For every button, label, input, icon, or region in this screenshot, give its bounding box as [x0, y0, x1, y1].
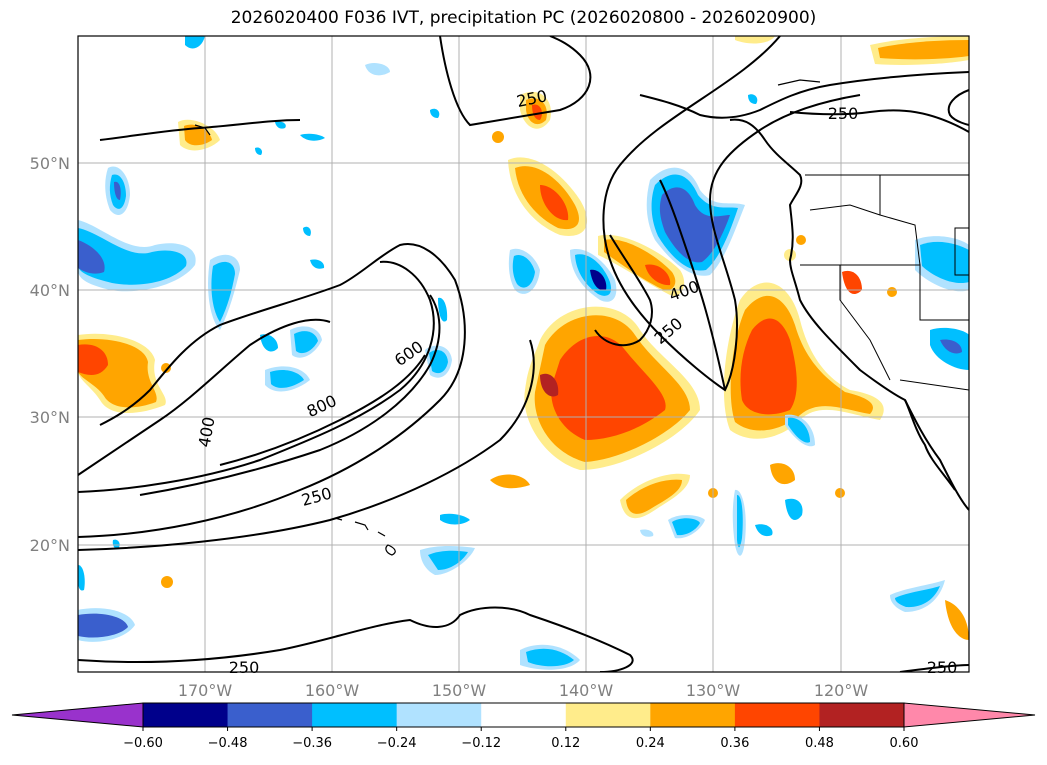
- negative-anomaly-patch: [570, 249, 617, 302]
- colorbar: [11, 702, 1036, 731]
- positive-anomaly-patch: [620, 473, 690, 519]
- positive-anomaly-patch: [520, 91, 551, 129]
- negative-anomaly-patch: [78, 220, 196, 292]
- colorbar-tick-label: −0.60: [123, 736, 163, 751]
- colorbar-bin: [396, 703, 482, 727]
- colorbar-tick-label: 0.60: [890, 736, 919, 751]
- lat-tick-label: 50°N: [30, 154, 70, 173]
- contour-label: 250: [229, 658, 260, 677]
- colorbar-frame: [142, 702, 905, 728]
- negative-anomaly-patch: [78, 608, 135, 642]
- contour-label: 400: [195, 415, 219, 448]
- colorbar-extend-min: [11, 702, 144, 728]
- colorbar-bin: [312, 703, 398, 727]
- positive-anomaly-patch: [723, 282, 884, 439]
- colorbar-bin: [143, 703, 229, 727]
- coastline: [99, 71, 969, 511]
- lon-tick-label: 130°W: [686, 681, 741, 700]
- colorbar-extend-max: [903, 702, 1036, 728]
- positive-anomaly-patch: [161, 36, 969, 640]
- colorbar-tick-label: 0.48: [805, 736, 834, 751]
- colorbar-tick-label: −0.36: [292, 736, 332, 751]
- positive-anomaly-patch: [508, 157, 588, 236]
- contour-label: 250: [651, 314, 687, 348]
- positive-anomaly-patch: [78, 333, 166, 414]
- colorbar-bin: [819, 703, 905, 727]
- contour-label: 250: [927, 658, 958, 677]
- colorbar-labels: −0.60 −0.48 −0.36 −0.24 −0.12 0.12 0.24 0.36 0.4…: [123, 736, 918, 751]
- lon-tick-label: 140°W: [559, 681, 614, 700]
- precip-field: [78, 36, 969, 670]
- colorbar-bin: [565, 703, 651, 727]
- positive-anomaly-patch: [870, 36, 969, 65]
- contour-label: 250: [828, 104, 859, 123]
- lat-tick-label: 20°N: [30, 536, 70, 555]
- colorbar-tick-label: −0.48: [208, 736, 248, 751]
- map-frame: [77, 35, 970, 673]
- graticule: [78, 36, 969, 672]
- ivt-contours: [78, 36, 969, 672]
- colorbar-bin: [734, 703, 820, 727]
- colorbar-bin: [650, 703, 736, 727]
- positive-anomaly-patch: [178, 119, 220, 151]
- lon-tick-label: 160°W: [305, 681, 360, 700]
- colorbar-tick-label: 0.36: [720, 736, 749, 751]
- lon-tick-label: 120°W: [814, 681, 869, 700]
- colorbar-tick-label: −0.24: [377, 736, 417, 751]
- lat-tick-label: 30°N: [30, 408, 70, 427]
- map-title: 2026020400 F036 IVT, precipitation PC (2…: [230, 8, 817, 28]
- colorbar-bin: [227, 703, 313, 727]
- state-borders: [800, 174, 969, 391]
- negative-anomaly-patch: [915, 236, 969, 370]
- colorbar-tick-label: −0.12: [461, 736, 501, 751]
- lat-tick-label: 40°N: [30, 281, 70, 300]
- lon-tick-label: 150°W: [432, 681, 487, 700]
- colorbar-tick-label: 0.12: [551, 736, 580, 751]
- positive-anomaly-patch: [524, 306, 700, 470]
- colorbar-tick-label: 0.24: [636, 736, 665, 751]
- negative-anomaly-patch: [105, 166, 130, 215]
- islands: [194, 79, 821, 556]
- colorbar-bin: [481, 703, 567, 727]
- negative-anomaly-patch: [78, 36, 945, 670]
- latitude-labels: 50°N 40°N 30°N 20°N: [30, 154, 70, 555]
- lon-tick-label: 170°W: [178, 681, 233, 700]
- longitude-labels: 170°W 160°W 150°W 140°W 130°W 120°W: [178, 681, 869, 700]
